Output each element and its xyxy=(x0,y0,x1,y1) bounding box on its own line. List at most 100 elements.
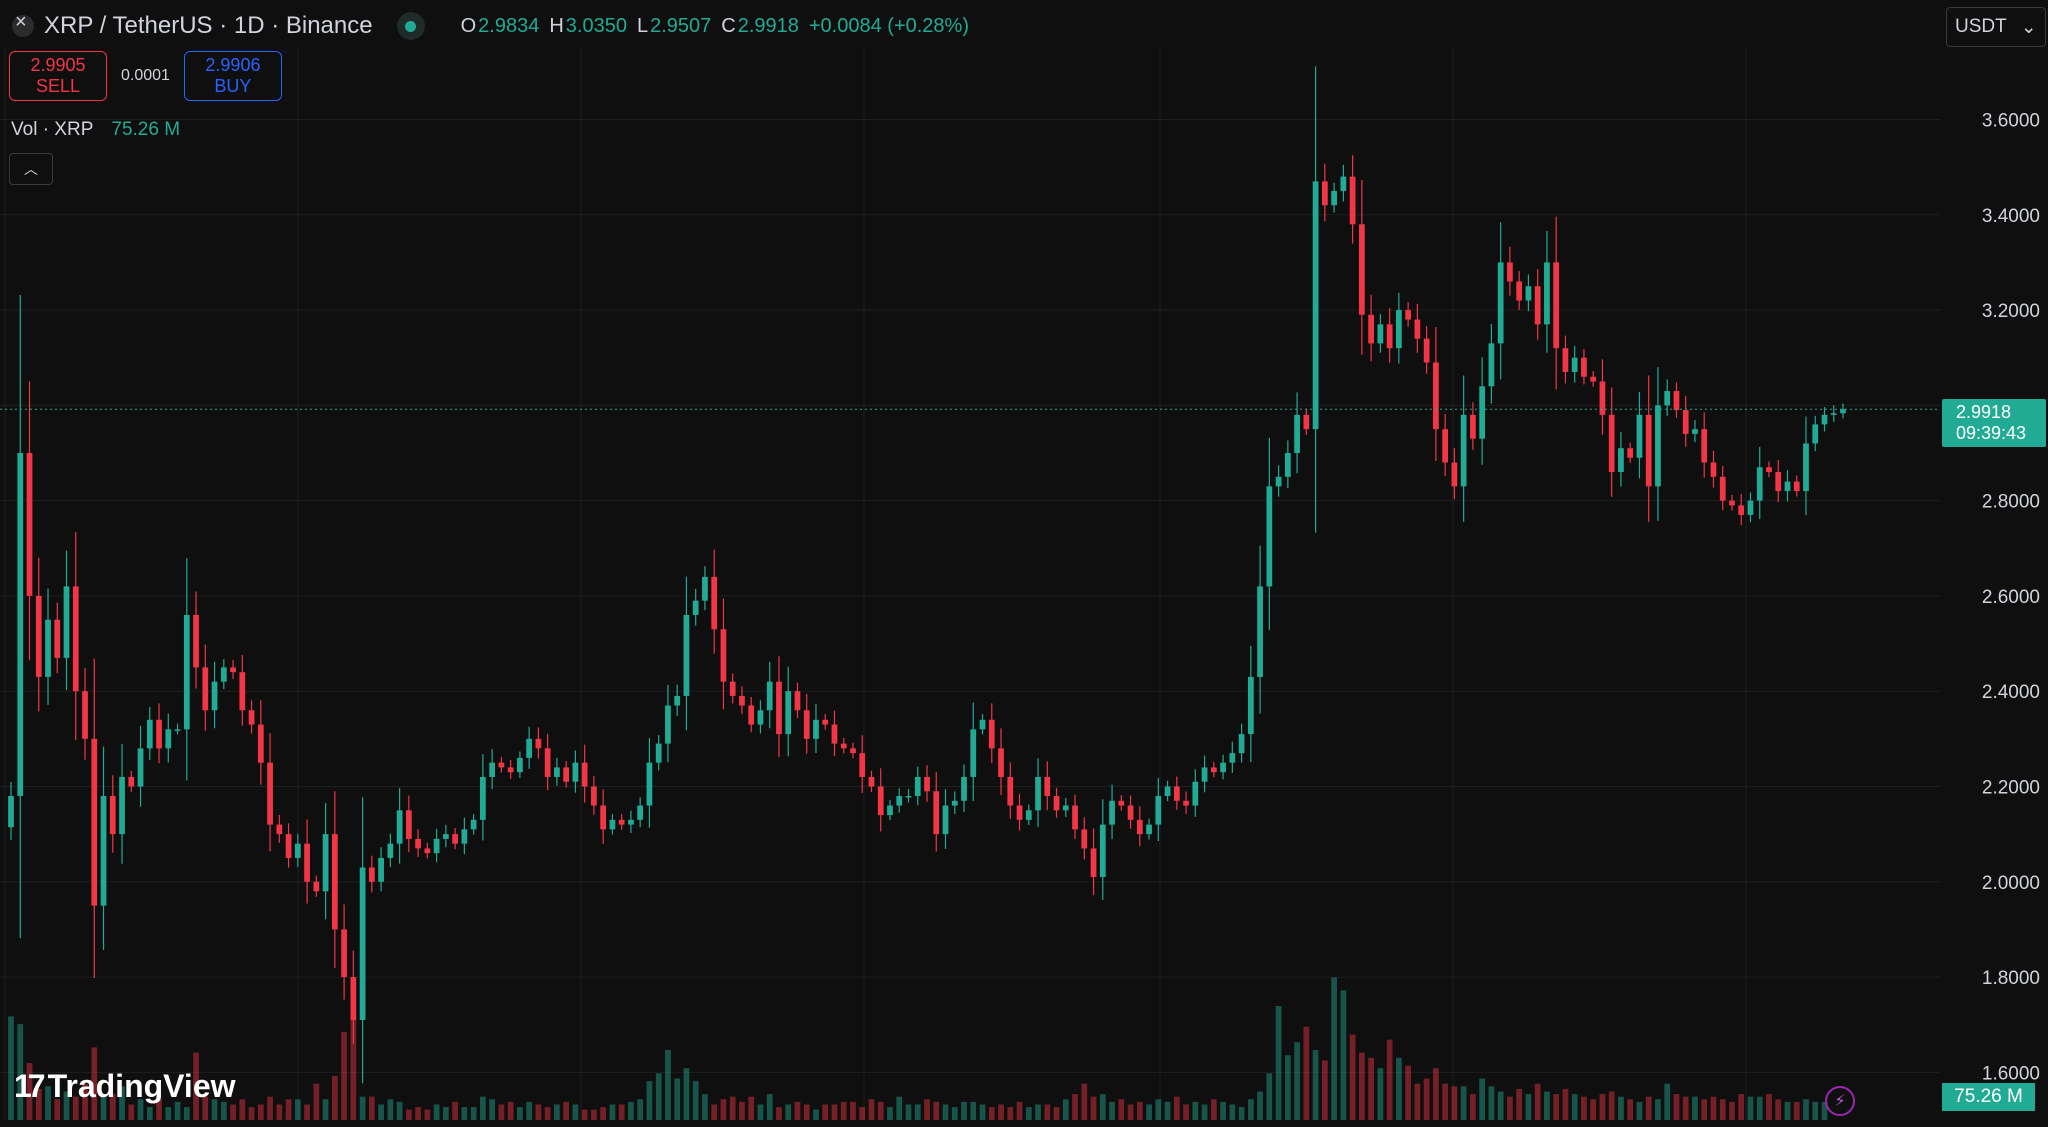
candle-body xyxy=(776,681,782,735)
candle-body xyxy=(461,829,468,844)
lightning-icon[interactable]: ⚡ xyxy=(1825,1086,1855,1116)
volume-bar xyxy=(905,1104,912,1120)
brand-name: TradingView xyxy=(47,1068,236,1104)
candle-body xyxy=(1645,414,1652,487)
tradingview-logo[interactable]: 17 TradingView xyxy=(14,1068,236,1105)
candle-body xyxy=(470,819,477,830)
volume-legend[interactable]: Vol · XRP 75.26 M xyxy=(11,119,180,141)
volume-bar xyxy=(1590,1099,1597,1120)
volume-bar xyxy=(803,1104,810,1120)
candle-body xyxy=(554,767,560,777)
volume-bar xyxy=(517,1107,523,1120)
candle-body xyxy=(1099,824,1106,878)
volume-bar xyxy=(1146,1104,1152,1120)
volume-bar xyxy=(544,1107,551,1120)
candle-body xyxy=(1386,324,1393,349)
buy-button[interactable]: 2.9906 BUY xyxy=(183,51,282,101)
volume-bar xyxy=(729,1096,736,1120)
volume-bar xyxy=(433,1104,440,1120)
candle-body xyxy=(1534,286,1541,325)
candle-body xyxy=(1155,796,1162,825)
candle-body xyxy=(1701,429,1708,463)
chevron-down-icon: ⌄ xyxy=(2020,16,2037,38)
candle-body xyxy=(720,629,727,682)
candle-body xyxy=(128,776,135,787)
volume-bar xyxy=(359,1096,366,1120)
volume-bar xyxy=(1793,1101,1800,1120)
volume-bar xyxy=(82,1083,88,1120)
candle-body xyxy=(1812,424,1819,444)
spread-value: 0.0001 xyxy=(121,67,170,84)
volume-bar xyxy=(637,1099,644,1120)
symbol-title[interactable]: XRP / TetherUS · 1D · Binance xyxy=(44,12,373,39)
volume-bar xyxy=(1247,1099,1254,1120)
volume-bar xyxy=(1738,1094,1745,1120)
volume-bar xyxy=(914,1104,921,1120)
volume-bar xyxy=(924,1099,930,1120)
candle-body xyxy=(35,595,42,677)
candle-body xyxy=(100,796,107,906)
volume-bar xyxy=(850,1101,856,1120)
candle-body xyxy=(350,977,357,1020)
sell-label: SELL xyxy=(35,76,81,96)
candle-body xyxy=(1118,800,1125,806)
volume-bar xyxy=(1701,1099,1708,1120)
candle-body xyxy=(1266,486,1273,587)
candle-body xyxy=(859,753,866,777)
volume-bar xyxy=(1479,1078,1486,1120)
candle-body xyxy=(1275,476,1282,487)
volume-bar xyxy=(387,1099,394,1120)
volume-bar xyxy=(1599,1094,1606,1120)
candle-body xyxy=(646,762,653,806)
price-tick-label: 3.6000 xyxy=(1982,110,2040,131)
candle-body xyxy=(1238,734,1245,754)
ohlc-values: O 2.9834 H 3.0350 L 2.9507 C 2.9918 +0.0084 … xyxy=(461,15,969,38)
volume-bar xyxy=(331,1075,338,1120)
candle-body xyxy=(359,867,366,1020)
candle-body xyxy=(979,719,986,730)
volume-bar xyxy=(1470,1094,1476,1120)
candle-body xyxy=(1405,310,1411,320)
volume-bar xyxy=(8,1016,14,1120)
sell-button[interactable]: 2.9905 SELL xyxy=(9,51,107,101)
volume-bar xyxy=(156,1099,162,1120)
candle-body xyxy=(905,796,912,798)
volume-value-tag: 75.26 M xyxy=(1942,1083,2035,1111)
volume-bar xyxy=(1284,1055,1291,1120)
volume-bar xyxy=(1756,1096,1763,1120)
candle-body xyxy=(665,705,671,744)
collapse-legend-button[interactable]: ︿ xyxy=(9,153,53,185)
volume-bar xyxy=(368,1096,375,1120)
candle-body xyxy=(8,796,14,828)
buy-label: BUY xyxy=(214,76,252,96)
volume-bar xyxy=(1710,1096,1717,1120)
candle-body xyxy=(1775,472,1782,492)
candle-body xyxy=(1655,405,1661,487)
candle-body xyxy=(1340,176,1347,191)
currency-select[interactable]: USDT ⌄ xyxy=(1946,7,2046,47)
volume-legend-value: 75.26 M xyxy=(111,119,181,140)
candle-body xyxy=(230,667,236,673)
volume-bar xyxy=(1238,1107,1245,1120)
price-tick-label: 2.6000 xyxy=(1982,587,2040,608)
candle-body xyxy=(1821,414,1828,425)
candle-body xyxy=(1303,414,1310,430)
volume-bar xyxy=(350,1016,357,1120)
volume-bar xyxy=(193,1052,199,1120)
candle-body xyxy=(1553,262,1560,349)
market-status-icon[interactable] xyxy=(396,12,425,40)
volume-bar xyxy=(1562,1088,1569,1120)
volume-bar xyxy=(535,1104,542,1120)
candle-body xyxy=(202,667,209,711)
volume-bar xyxy=(507,1101,514,1120)
candle-body xyxy=(1664,391,1671,406)
volume-bar xyxy=(424,1109,431,1120)
volume-bar xyxy=(1608,1091,1615,1120)
candle-body xyxy=(1673,391,1680,411)
xrp-logo-icon[interactable] xyxy=(12,11,34,37)
candle-body xyxy=(1359,224,1365,315)
candle-body xyxy=(248,710,255,725)
candle-body xyxy=(988,719,995,749)
candle-body xyxy=(1201,767,1208,782)
